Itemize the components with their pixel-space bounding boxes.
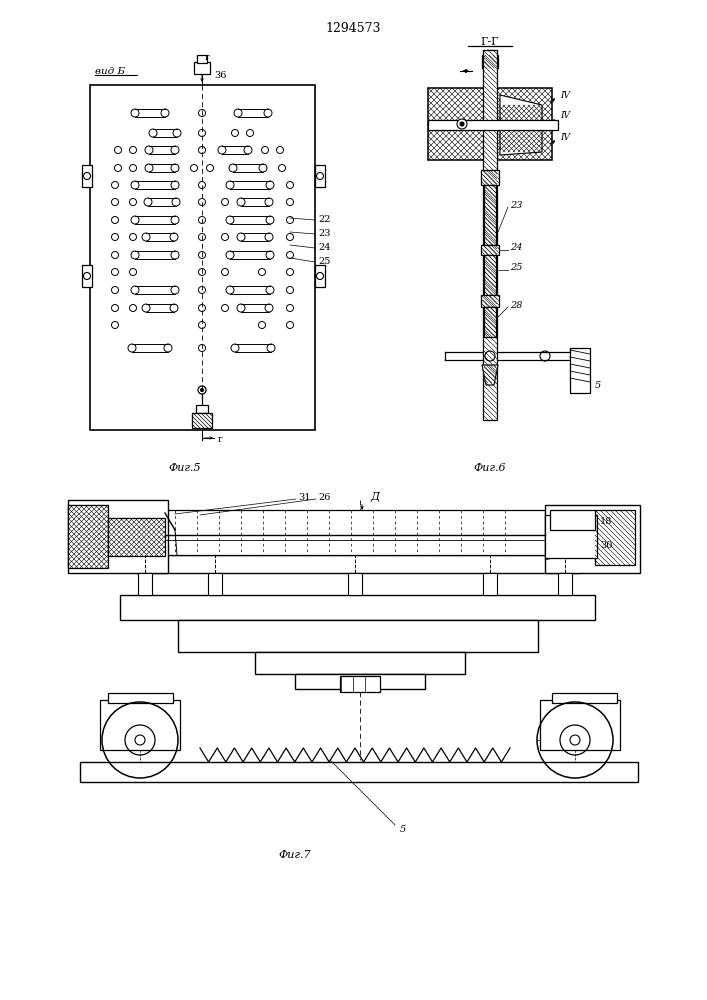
Bar	[486, 50, 494, 56]
Circle shape	[135, 735, 145, 745]
Text: Фиг.5: Фиг.5	[169, 463, 201, 473]
Bar	[484, 185, 496, 245]
Bar	[197, 55, 207, 63]
Bar	[165, 510, 545, 555]
Bar	[481, 295, 499, 307]
Bar	[482, 55, 498, 68]
Bar	[595, 510, 635, 565]
Text: 1294573: 1294573	[325, 21, 381, 34]
Bar	[120, 595, 595, 620]
Text: 26: 26	[318, 492, 330, 502]
Bar	[550, 510, 595, 530]
Bar	[196, 405, 208, 413]
Bar	[428, 88, 552, 160]
Text: 31: 31	[298, 492, 310, 502]
Bar	[255, 652, 465, 674]
Bar	[315, 265, 325, 287]
Text: Фиг.7: Фиг.7	[279, 850, 311, 860]
Text: 18: 18	[600, 518, 612, 526]
Circle shape	[457, 119, 467, 129]
Bar	[108, 693, 173, 703]
Bar	[484, 307, 496, 337]
Text: 25: 25	[510, 263, 522, 272]
Bar	[108, 518, 165, 556]
Text: IV: IV	[560, 111, 570, 120]
Bar	[192, 413, 212, 428]
Bar	[558, 573, 572, 595]
Bar	[570, 348, 590, 393]
Bar	[68, 505, 108, 568]
Bar	[82, 265, 92, 287]
Bar	[90, 85, 315, 430]
Bar	[68, 500, 168, 573]
Text: 5: 5	[400, 826, 407, 834]
Text: 30: 30	[600, 540, 612, 550]
Text: IV: IV	[560, 91, 570, 100]
Bar	[481, 170, 499, 185]
Bar	[138, 573, 152, 595]
Bar	[208, 573, 222, 595]
Bar	[178, 620, 538, 652]
Bar	[295, 674, 425, 689]
Text: 22: 22	[318, 216, 330, 225]
Text: IV: IV	[560, 132, 570, 141]
Bar	[315, 165, 325, 187]
Bar	[135, 555, 580, 573]
Bar	[540, 700, 620, 750]
Circle shape	[460, 122, 464, 126]
Bar	[552, 693, 617, 703]
Bar	[194, 62, 210, 74]
Text: Фиг.6: Фиг.6	[474, 463, 506, 473]
Text: 23: 23	[318, 230, 330, 238]
Bar	[483, 573, 497, 595]
Bar	[484, 255, 496, 295]
Bar	[545, 515, 597, 558]
Circle shape	[570, 735, 580, 745]
Bar	[428, 120, 558, 130]
Text: вид Б: вид Б	[95, 68, 125, 77]
Bar	[80, 762, 638, 782]
Text: 23: 23	[510, 200, 522, 210]
Text: 24: 24	[510, 243, 522, 252]
Bar	[340, 676, 380, 692]
Text: г: г	[218, 434, 223, 444]
Text: 24: 24	[318, 243, 330, 252]
Polygon shape	[482, 365, 498, 385]
Bar	[348, 573, 362, 595]
Bar	[545, 505, 640, 573]
Bar	[82, 165, 92, 187]
Circle shape	[201, 388, 204, 391]
Text: Д: Д	[370, 492, 379, 502]
Text: 5: 5	[595, 380, 601, 389]
Bar	[483, 50, 497, 420]
Bar	[100, 700, 180, 750]
Text: Г-Г: Г-Г	[481, 37, 499, 47]
Text: 36: 36	[214, 72, 226, 81]
Text: г: г	[205, 53, 210, 62]
Text: 25: 25	[318, 257, 330, 266]
Polygon shape	[500, 95, 542, 155]
Bar	[481, 245, 499, 255]
Text: 28: 28	[510, 300, 522, 310]
